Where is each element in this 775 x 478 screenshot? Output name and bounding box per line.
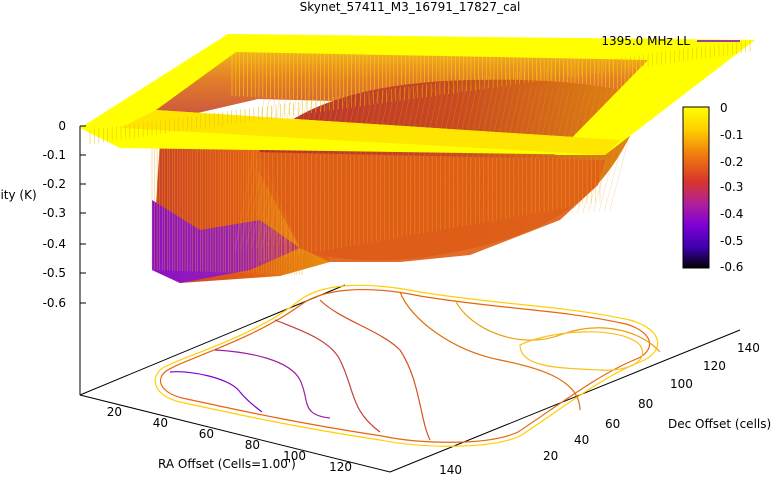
- x-tick-label: 20: [107, 405, 122, 419]
- z-tick-label: -0.4: [43, 237, 66, 251]
- colorbar-tick-label: -0.1: [720, 128, 743, 142]
- colorbar-tick-label: -0.5: [720, 234, 743, 248]
- y-tick-label: 40: [574, 433, 589, 447]
- x-axis-label: RA Offset (Cells=1.00'): [158, 457, 296, 471]
- y-tick-label: 80: [638, 397, 653, 411]
- z-axis: 0 -0.1 -0.2 -0.3 -0.4 -0.5 -0.6 Intensit…: [0, 119, 86, 310]
- colorbar: 0 -0.1 -0.2 -0.3 -0.4 -0.5 -0.6: [682, 101, 743, 274]
- colorbar-tick-label: -0.4: [720, 207, 743, 221]
- contour-minus-0-2b: [319, 299, 431, 441]
- x-axis: 20 40 60 80 100 120 140 RA Offset (Cells…: [107, 405, 462, 477]
- colorbar-tick-label: 0: [720, 101, 728, 115]
- x-tick-label: 100: [283, 449, 306, 463]
- y-axis-label: Dec Offset (cells): [668, 417, 771, 431]
- contour-map: [154, 284, 661, 447]
- z-tick-label: -0.2: [43, 177, 66, 191]
- legend-label: 1395.0 MHz LL: [601, 34, 690, 48]
- y-tick-label: 120: [703, 359, 726, 373]
- y-tick-label: 100: [670, 377, 693, 391]
- colorbar-tick-label: -0.6: [720, 260, 743, 274]
- z-tick-label: 0: [58, 119, 66, 133]
- z-tick-label: -0.6: [43, 296, 66, 310]
- contour-inner-circle: [519, 331, 644, 371]
- contour-minus-0-4: [214, 349, 331, 419]
- z-tick-label: -0.1: [43, 148, 66, 162]
- x-tick-label: 60: [199, 427, 214, 441]
- surface-front-wall: [258, 152, 605, 262]
- y-axis: 20 40 60 80 100 120 140 Dec Offset (cell…: [543, 341, 771, 463]
- contour-outer-yellow: [154, 284, 659, 447]
- contour-minus-0-3: [274, 319, 381, 433]
- y-tick-label: 60: [605, 417, 620, 431]
- x-tick-label: 40: [153, 416, 168, 430]
- z-axis-label: Intensity (K): [0, 188, 37, 202]
- colorbar-tick-label: -0.2: [720, 155, 743, 169]
- contour-minus-0-1: [454, 299, 661, 353]
- y-tick-label: 20: [543, 449, 558, 463]
- axes-box: [79, 126, 741, 473]
- chart-title: Skynet_57411_M3_16791_17827_cal: [300, 0, 521, 14]
- legend: 1395.0 MHz LL: [601, 34, 740, 48]
- contour-minus-0-2a: [399, 291, 581, 411]
- x-tick-label: 80: [245, 438, 260, 452]
- contour-minus-0-5: [169, 371, 263, 413]
- z-tick-label: -0.5: [43, 266, 66, 280]
- x-tick-label: 120: [329, 460, 352, 474]
- z-tick-label: -0.3: [43, 206, 66, 220]
- y-tick-label: 140: [737, 341, 760, 355]
- colorbar-tick-label: -0.3: [720, 180, 743, 194]
- x-tick-label: 140: [439, 463, 462, 477]
- contour-outer-orange: [160, 289, 651, 443]
- surface-top-frame: [80, 34, 755, 155]
